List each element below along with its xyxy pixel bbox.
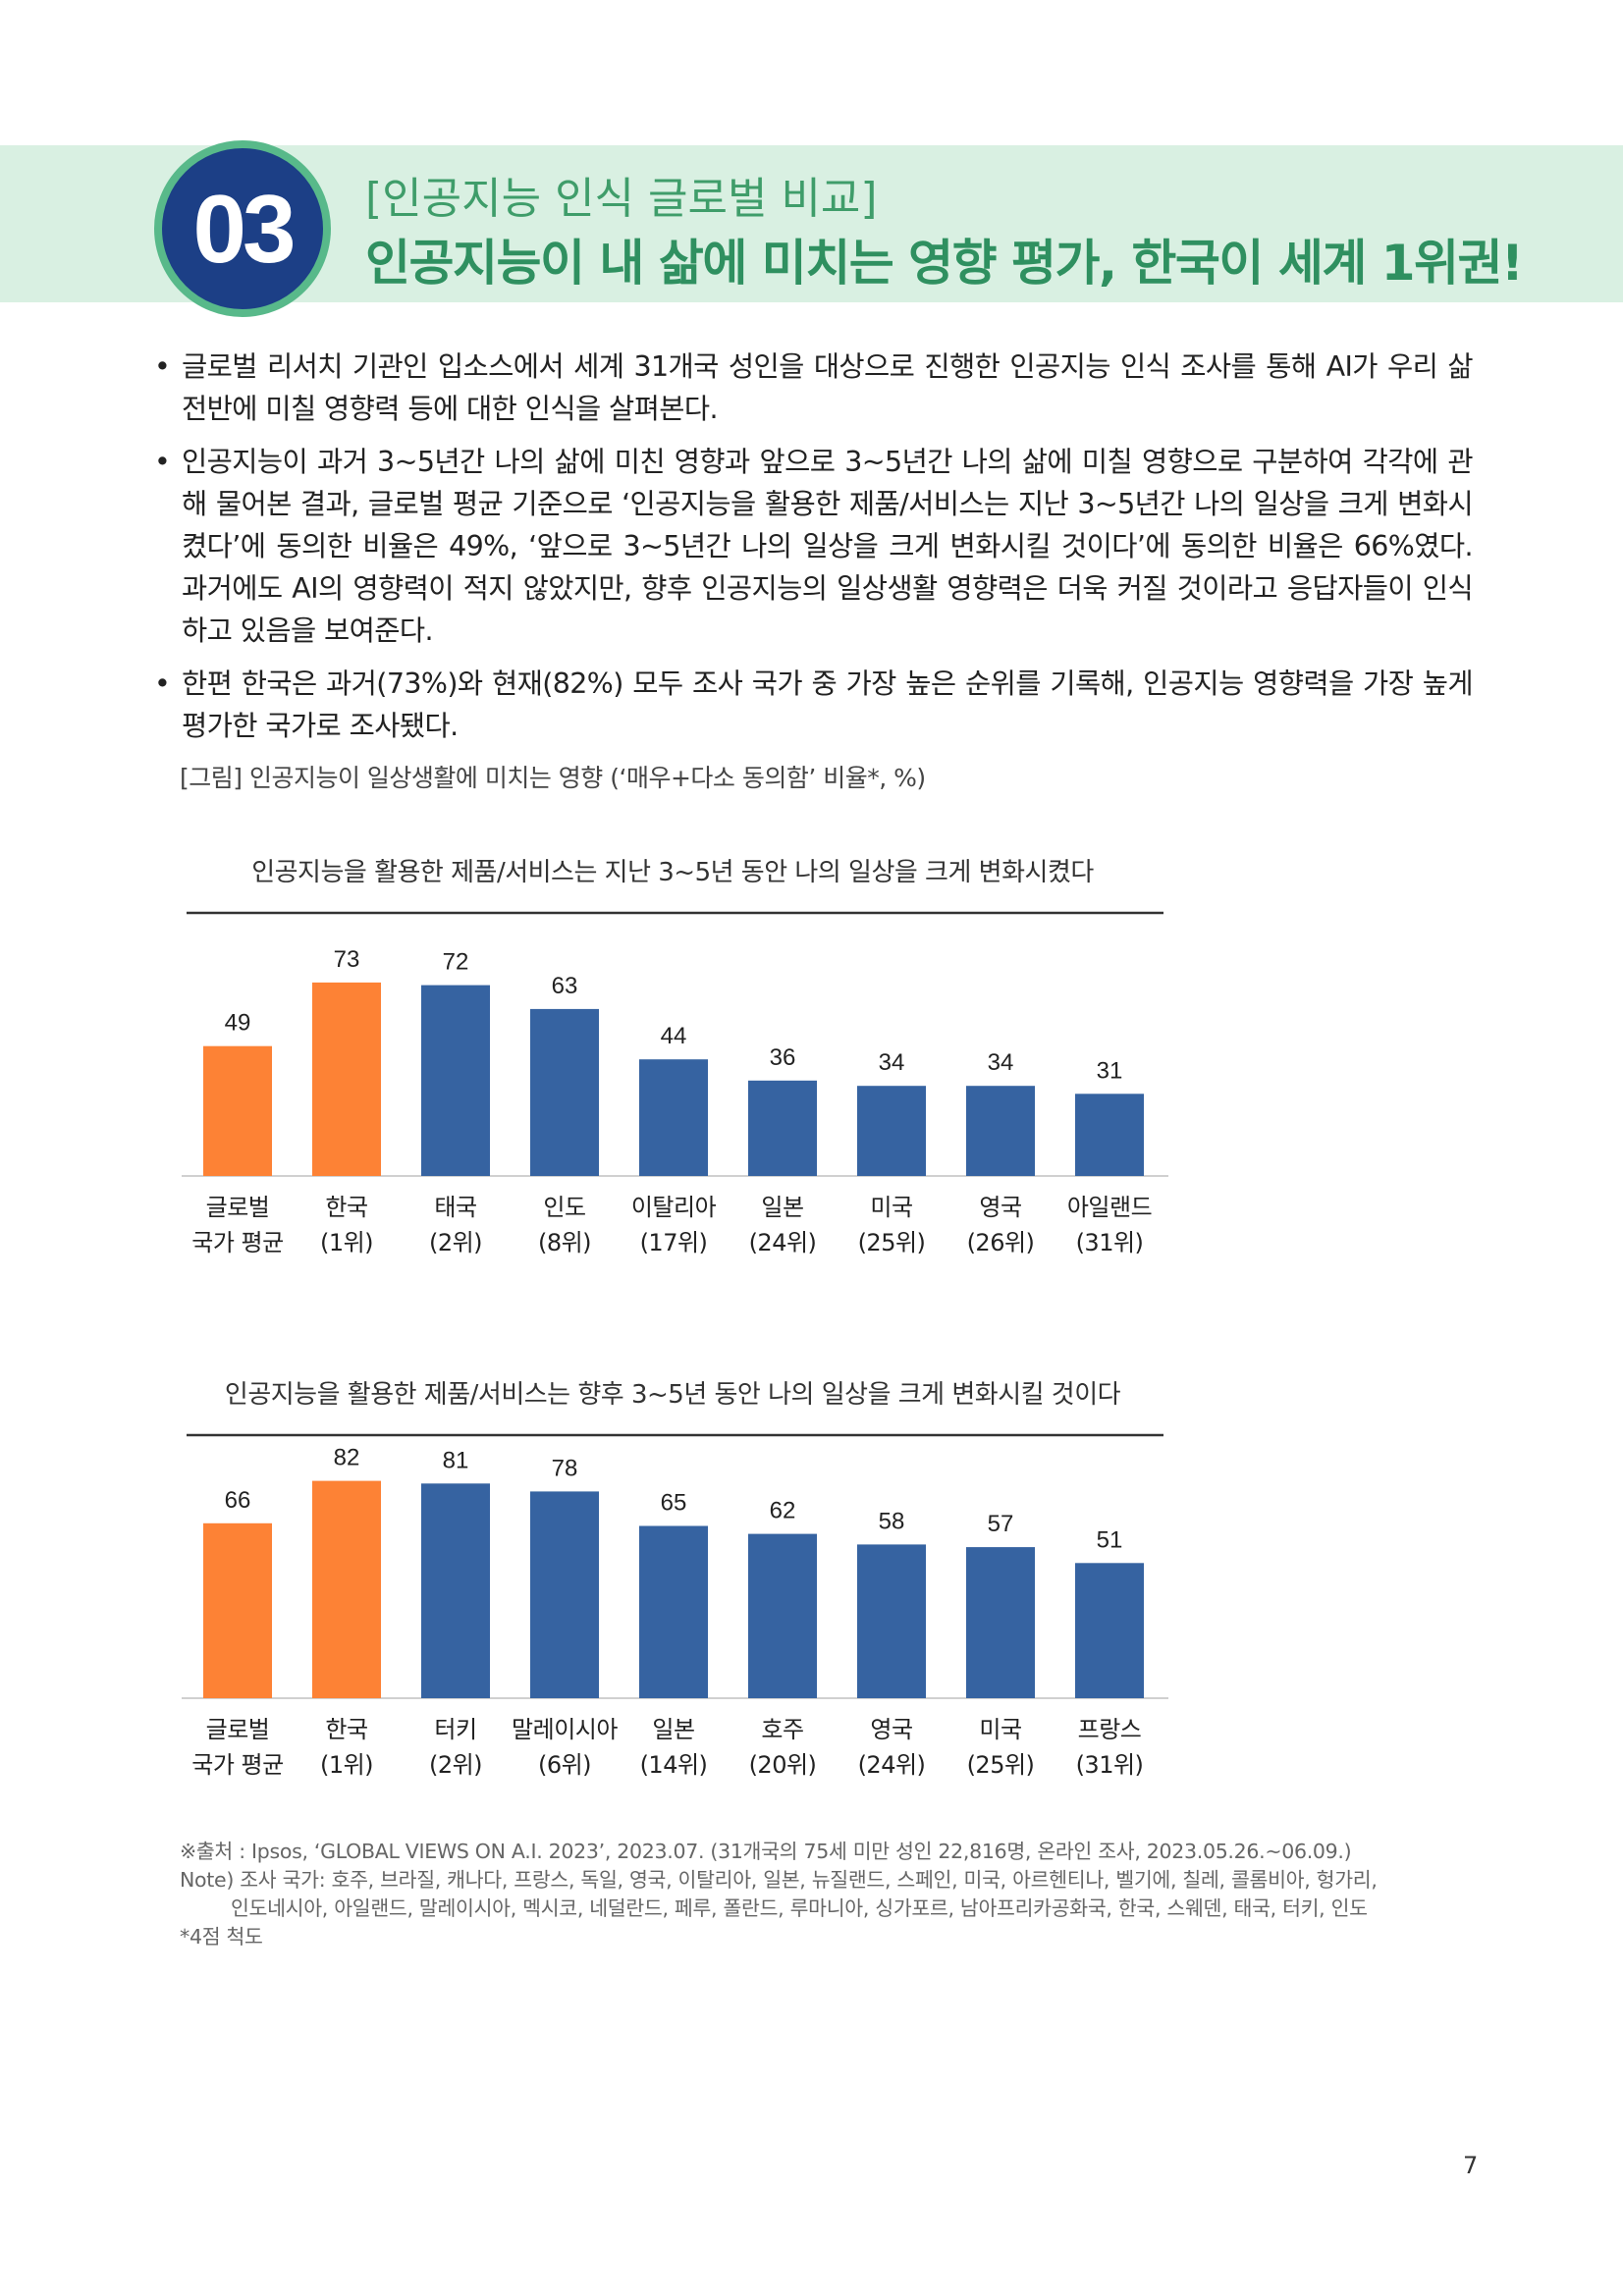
source-notes: ※출처 : Ipsos, ‘GLOBAL VIEWS ON A.I. 2023’… <box>180 1838 1476 1951</box>
bar-chart-future: 인공지능을 활용한 제품/서비스는 향후 3~5년 동안 나의 일상을 크게 변… <box>177 1374 1178 1816</box>
category-label: 영국 <box>979 1194 1021 1221</box>
category-label: 태국 <box>434 1194 476 1221</box>
note-line: 인도네시아, 아일랜드, 말레이시아, 멕시코, 네덜란드, 페루, 폴란드, … <box>231 1896 1368 1920</box>
section-number-badge: 03 <box>154 140 331 317</box>
category-label: (31위) <box>1076 1751 1144 1779</box>
data-label: 31 <box>1097 1057 1123 1084</box>
page-number: 7 <box>1463 2152 1479 2179</box>
category-label: 미국 <box>870 1194 912 1221</box>
data-label: 62 <box>770 1498 796 1524</box>
bar <box>748 1533 817 1698</box>
category-label: (17위) <box>640 1229 708 1256</box>
bar <box>421 1483 490 1698</box>
data-label: 49 <box>225 1010 251 1037</box>
category-label: (25위) <box>967 1751 1035 1779</box>
data-label: 73 <box>334 946 360 973</box>
category-label: (24위) <box>858 1751 926 1779</box>
data-label: 58 <box>879 1508 905 1534</box>
section-number: 03 <box>192 174 296 283</box>
category-label: 한국 <box>325 1194 367 1221</box>
bar <box>530 1008 599 1176</box>
category-label: (1위) <box>320 1229 373 1256</box>
bar <box>530 1491 599 1698</box>
source-line: ※출처 : Ipsos, ‘GLOBAL VIEWS ON A.I. 2023’… <box>180 1840 1352 1863</box>
bullet-item: 인공지능이 과거 3~5년간 나의 삶에 미친 영향과 앞으로 3~5년간 나의… <box>152 441 1474 652</box>
bullet-list: 글로벌 리서치 기관인 입소스에서 세계 31개국 성인을 대상으로 진행한 인… <box>152 346 1474 758</box>
bar <box>1075 1563 1144 1698</box>
data-label: 66 <box>225 1487 251 1514</box>
category-label: 인도 <box>543 1194 585 1221</box>
data-label: 51 <box>1097 1526 1123 1553</box>
category-label: (2위) <box>429 1751 482 1779</box>
data-label: 65 <box>661 1490 687 1517</box>
category-label: (1위) <box>320 1751 373 1779</box>
bar <box>312 982 381 1176</box>
bullet-item: 한편 한국은 과거(73%)와 현재(82%) 모두 조사 국가 중 가장 높은… <box>152 663 1474 747</box>
category-label: (26위) <box>967 1229 1035 1256</box>
bar <box>1075 1094 1144 1176</box>
figure-caption: [그림] 인공지능이 일상생활에 미치는 영향 (‘매우+다소 동의함’ 비율*… <box>180 764 926 792</box>
data-label: 63 <box>552 973 578 999</box>
category-label: 일본 <box>652 1716 694 1743</box>
category-label: (24위) <box>749 1229 817 1256</box>
bar <box>857 1544 926 1698</box>
category-label: 호주 <box>761 1716 803 1743</box>
data-label: 82 <box>334 1445 360 1471</box>
category-label: (14위) <box>640 1751 708 1779</box>
data-label: 57 <box>988 1511 1014 1537</box>
data-label: 34 <box>988 1049 1014 1076</box>
category-label: 말레이시아 <box>512 1716 618 1743</box>
bullet-item: 글로벌 리서치 기관인 입소스에서 세계 31개국 성인을 대상으로 진행한 인… <box>152 346 1474 430</box>
bar <box>748 1080 817 1176</box>
data-label: 81 <box>443 1447 469 1473</box>
bar <box>203 1045 272 1176</box>
data-label: 34 <box>879 1049 905 1076</box>
category-label: (20위) <box>749 1751 817 1779</box>
chart-title: 인공지능을 활용한 제품/서비스는 향후 3~5년 동안 나의 일상을 크게 변… <box>224 1380 1121 1410</box>
category-label: 이탈리아 <box>631 1194 717 1221</box>
chart-title: 인공지능을 활용한 제품/서비스는 지난 3~5년 동안 나의 일상을 크게 변… <box>251 858 1094 887</box>
bar <box>639 1525 708 1698</box>
category-label: 일본 <box>761 1194 803 1221</box>
bar <box>966 1086 1035 1176</box>
section-subtitle: [인공지능 인식 글로벌 비교] <box>365 174 878 224</box>
category-label: 아일랜드 <box>1067 1194 1152 1221</box>
bar <box>966 1547 1035 1698</box>
data-label: 44 <box>661 1023 687 1049</box>
category-label: (2위) <box>429 1229 482 1256</box>
category-label: 영국 <box>870 1716 912 1743</box>
bar-chart-past: 인공지능을 활용한 제품/서비스는 지난 3~5년 동안 나의 일상을 크게 변… <box>177 852 1178 1294</box>
category-label: 글로벌 <box>206 1716 270 1743</box>
data-label: 36 <box>770 1044 796 1071</box>
bar <box>421 985 490 1176</box>
category-label: 한국 <box>325 1716 367 1743</box>
bar <box>312 1480 381 1698</box>
category-label: 터키 <box>434 1716 476 1743</box>
data-label: 72 <box>443 949 469 976</box>
data-label: 78 <box>552 1455 578 1481</box>
category-label: 국가 평균 <box>191 1229 283 1256</box>
category-label: 글로벌 <box>206 1194 270 1221</box>
bar <box>639 1059 708 1176</box>
category-label: (31위) <box>1076 1229 1144 1256</box>
bar <box>857 1086 926 1176</box>
category-label: (6위) <box>538 1751 591 1779</box>
footnote-line: *4점 척도 <box>180 1925 263 1949</box>
category-label: 국가 평균 <box>191 1751 283 1779</box>
note-line: Note) 조사 국가: 호주, 브라질, 캐나다, 프랑스, 독일, 영국, … <box>180 1868 1378 1892</box>
bar <box>203 1522 272 1698</box>
category-label: (25위) <box>858 1229 926 1256</box>
category-label: 프랑스 <box>1078 1716 1142 1743</box>
category-label: (8위) <box>538 1229 591 1256</box>
section-title: 인공지능이 내 삶에 미치는 영향 평가, 한국이 세계 1위권! <box>365 235 1524 292</box>
category-label: 미국 <box>979 1716 1021 1743</box>
